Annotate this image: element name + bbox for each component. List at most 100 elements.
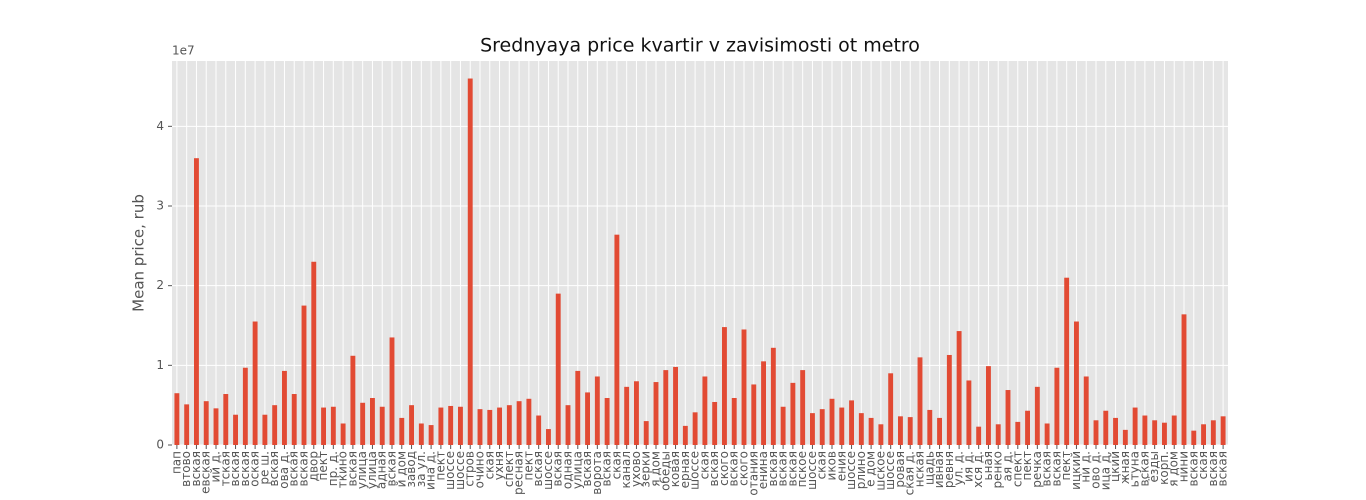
bar — [1201, 424, 1206, 445]
bar — [937, 417, 942, 445]
bar — [282, 370, 287, 445]
x-tick-label: вская — [385, 451, 399, 487]
x-tick-label: втово — [179, 451, 193, 487]
x-tick-label: одная — [561, 451, 575, 489]
bar — [389, 337, 395, 445]
x-tick-label: ия д. — [961, 451, 975, 482]
x-tick-label: вская — [189, 451, 203, 487]
x-tick-label: вская — [267, 451, 281, 487]
bar — [702, 376, 708, 445]
x-tick-label: вская — [1206, 451, 1220, 487]
y-axis-label: Mean price, rub — [130, 194, 148, 312]
x-tick-label: й дом — [394, 451, 408, 487]
x-tick-label: шоссе — [541, 451, 555, 490]
x-tick-label: вская — [345, 451, 359, 487]
bar — [692, 412, 698, 445]
x-tick-label: ьная — [981, 451, 995, 481]
x-tick-label: ревня — [942, 451, 956, 488]
x-tick-label: за ул. — [414, 451, 428, 487]
x-tick-label: оская — [248, 451, 262, 487]
bar — [1171, 415, 1177, 445]
x-tick-label: шоссе — [883, 451, 897, 490]
x-tick-label: ий д. — [209, 451, 223, 483]
x-tick-label: вская — [727, 451, 741, 487]
x-tick-label: нская — [913, 451, 927, 487]
bar — [849, 400, 854, 445]
bar — [272, 405, 278, 445]
x-tick-label: енина — [756, 451, 770, 489]
bar — [1015, 421, 1021, 445]
bar — [624, 386, 630, 445]
x-tick-label: ренко — [991, 451, 1005, 488]
x-tick-label: ина д. — [424, 451, 438, 490]
x-tick-label: вская — [531, 451, 545, 487]
bar — [291, 394, 297, 445]
x-tick-label: ковая — [668, 451, 682, 487]
bar — [995, 424, 1001, 445]
x-tick-label: вская — [297, 451, 311, 487]
x-tick-label: завод — [404, 451, 418, 487]
x-tick-label: ская д. — [903, 451, 917, 495]
bar — [1093, 420, 1099, 445]
bar — [1210, 420, 1216, 445]
x-tick-label: отания — [746, 451, 760, 496]
bar — [555, 293, 561, 445]
bar — [976, 426, 982, 445]
x-tick-label: улица — [355, 451, 369, 489]
y-tick-label: 4 — [156, 119, 164, 133]
x-tick-label: ская — [1196, 451, 1210, 479]
x-tick-label: шоссе — [805, 451, 819, 490]
bar — [252, 321, 258, 445]
x-tick-label: обеды — [658, 451, 672, 491]
chart-title: Srednyaya price kvartir v zavisimosti ot… — [480, 35, 920, 57]
x-tick-label: пр. д. — [326, 451, 340, 486]
bar — [477, 409, 483, 445]
bar — [653, 382, 659, 445]
x-tick-label: канал — [619, 451, 633, 488]
x-tick-label: щадь — [922, 451, 936, 485]
x-tick-label: двор — [306, 451, 320, 481]
x-tick-label: пект — [1059, 451, 1073, 480]
bar — [301, 305, 307, 445]
x-tick-label: ая д. — [1001, 451, 1015, 482]
bar — [223, 394, 229, 445]
x-tick-label: вская — [1040, 451, 1054, 487]
y-tick-label: 3 — [156, 198, 164, 212]
x-tick-label: я дом — [649, 451, 663, 487]
bar — [203, 401, 209, 445]
bar — [1181, 314, 1187, 445]
x-tick-label: ская — [609, 451, 623, 479]
x-tick-label: жная — [1118, 451, 1132, 484]
bar — [1132, 407, 1138, 445]
x-tick-label: ре ш. — [257, 451, 271, 485]
x-tick-label: ивная — [932, 451, 946, 488]
x-tick-label: ова д. — [277, 451, 291, 489]
x-tick-label: е дом — [864, 451, 878, 487]
x-tick-label: вская — [776, 451, 790, 487]
x-tick-label: вская — [1137, 451, 1151, 487]
x-tick-label: вская — [600, 451, 614, 487]
bar — [487, 409, 493, 445]
bar — [194, 158, 199, 446]
plot-area — [172, 61, 1228, 445]
bar — [1044, 423, 1050, 445]
x-tick-label: шоссе — [443, 451, 457, 490]
x-tick-label: пап — [169, 451, 183, 474]
bar — [878, 424, 884, 445]
bar — [1220, 416, 1226, 445]
x-tick-label: спект — [1010, 451, 1024, 487]
x-tick-label: вская — [707, 451, 721, 487]
bar — [399, 417, 405, 445]
bar — [428, 425, 434, 445]
bar — [360, 402, 366, 445]
bar — [350, 355, 356, 445]
x-tick-label: пект — [316, 451, 330, 480]
bar — [819, 409, 825, 445]
bar — [330, 406, 336, 445]
bar — [1064, 277, 1070, 445]
bar — [663, 370, 669, 445]
bar — [927, 409, 933, 445]
bar — [418, 423, 424, 445]
bar — [262, 414, 268, 445]
